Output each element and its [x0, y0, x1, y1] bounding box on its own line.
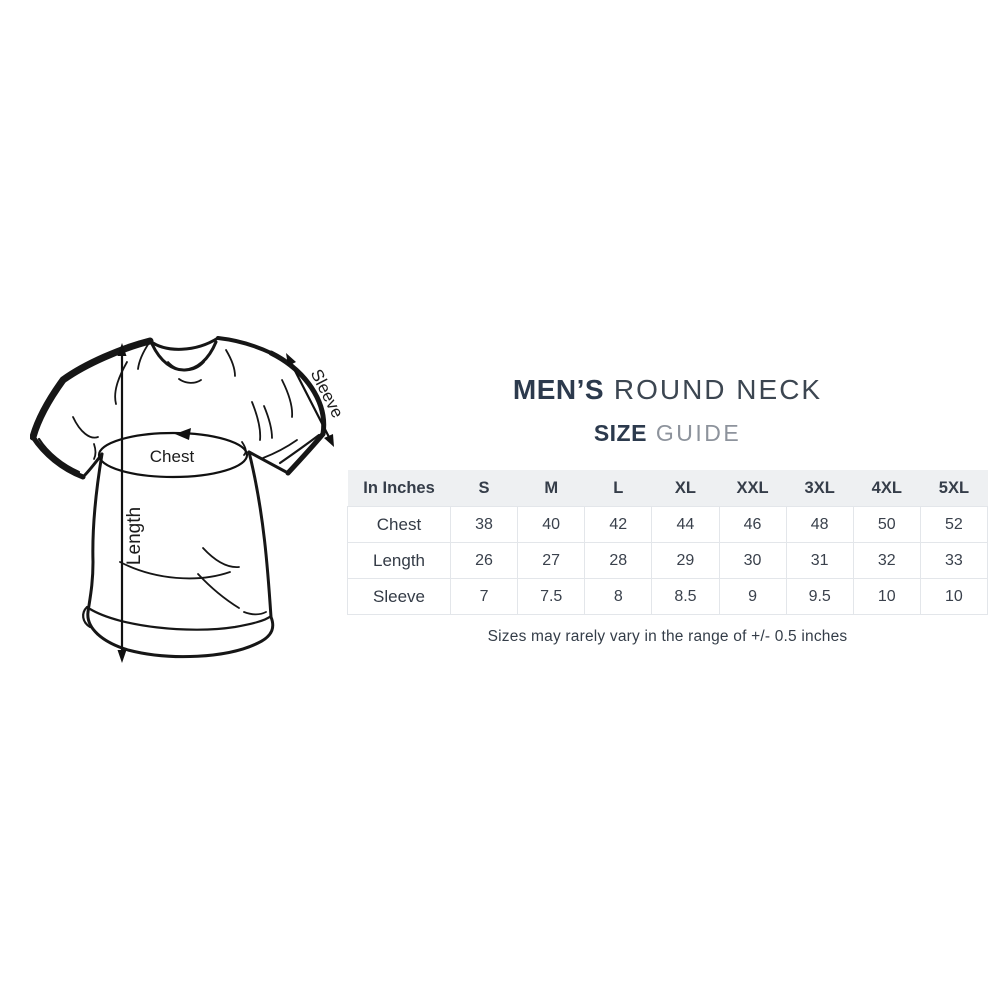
- size-variance-note: Sizes may rarely vary in the range of +/…: [487, 628, 848, 645]
- length-arrow: [117, 343, 127, 663]
- table-cell: 33: [919, 542, 989, 579]
- size-table-header-row: In Inches S M L XL XXL 3XL 4XL 5XL: [347, 470, 988, 507]
- tshirt-outline: [30, 336, 327, 659]
- subtitle-secondary: GUIDE: [655, 420, 742, 446]
- size-guide-panel: MEN’S ROUND NECK SIZE GUIDE In Inches S …: [347, 374, 989, 646]
- table-header-cell: XXL: [719, 470, 787, 507]
- chest-measure-ellipse: [97, 428, 249, 479]
- title-secondary: ROUND NECK: [613, 374, 823, 405]
- table-cell: 7.5: [517, 578, 586, 615]
- table-cell: 48: [785, 506, 854, 543]
- table-row-sleeve: Sleeve 7 7.5 8 8.5 9 9.5 10 10: [347, 578, 989, 615]
- table-cell: 29: [651, 542, 720, 579]
- page-title: MEN’S ROUND NECK: [347, 374, 988, 406]
- table-header-cell: S: [450, 470, 518, 507]
- table-header-cell: 4XL: [853, 470, 921, 507]
- row-label-cell: Chest: [347, 506, 451, 543]
- table-header-cell: 5XL: [920, 470, 988, 507]
- table-cell: 30: [718, 542, 787, 579]
- tshirt-illustration-icon: Chest Length Sleeve: [30, 336, 347, 663]
- table-cell: 46: [718, 506, 787, 543]
- table-cell: 9: [718, 578, 787, 615]
- table-cell: 38: [449, 506, 519, 543]
- table-cell: 9.5: [785, 578, 854, 615]
- table-cell: 42: [584, 506, 653, 543]
- table-row-chest: Chest 38 40 42 44 46 48 50 52: [347, 506, 989, 543]
- table-cell: 52: [919, 506, 989, 543]
- table-cell: 8: [584, 578, 653, 615]
- row-label-cell: Length: [347, 542, 451, 579]
- table-cell: 28: [584, 542, 653, 579]
- table-cell: 44: [651, 506, 720, 543]
- table-header-cell: XL: [651, 470, 719, 507]
- page-subtitle: SIZE GUIDE: [347, 420, 988, 446]
- table-cell: 40: [517, 506, 586, 543]
- table-cell: 10: [852, 578, 921, 615]
- table-row-length: Length 26 27 28 29 30 31 32 33: [347, 542, 989, 579]
- table-cell: 26: [449, 542, 519, 579]
- chest-label: Chest: [150, 447, 195, 466]
- table-cell: 10: [919, 578, 989, 615]
- tshirt-diagram: Chest Length Sleeve: [30, 322, 350, 672]
- row-label-cell: Sleeve: [347, 578, 451, 615]
- sleeve-arrow: [286, 353, 334, 447]
- table-cell: 50: [852, 506, 921, 543]
- tshirt-creases: [72, 342, 298, 616]
- size-table: In Inches S M L XL XXL 3XL 4XL 5XL Chest…: [347, 470, 989, 615]
- table-cell: 7: [449, 578, 519, 615]
- table-cell: 32: [852, 542, 921, 579]
- title-primary: MEN’S: [512, 374, 605, 405]
- table-cell: 27: [517, 542, 586, 579]
- table-header-cell: L: [584, 470, 652, 507]
- table-header-cell: 3XL: [786, 470, 854, 507]
- table-cell: 31: [785, 542, 854, 579]
- table-cell: 8.5: [651, 578, 720, 615]
- table-header-cell: M: [517, 470, 585, 507]
- length-label: Length: [124, 507, 145, 565]
- table-header-cell: In Inches: [347, 470, 451, 507]
- subtitle-primary: SIZE: [593, 420, 647, 446]
